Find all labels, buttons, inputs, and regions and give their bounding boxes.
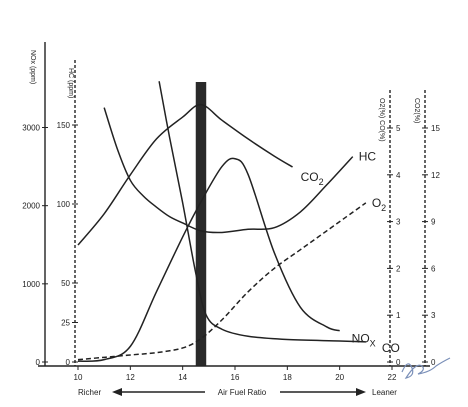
curve-label-o2: O2: [372, 196, 386, 213]
series-line-co2: [77, 103, 293, 246]
axis-title-co2: CO2(%): [413, 98, 420, 123]
curve-label-co: CO: [382, 341, 400, 355]
signature-scribble: [401, 357, 451, 379]
curve-label-co2: CO2: [301, 170, 324, 187]
tick-label-nox: 2000: [22, 202, 40, 211]
tick-label-nox: 1000: [22, 280, 40, 289]
tick-label-o2co: 4: [396, 171, 401, 180]
tick-label-o2co: 2: [396, 264, 401, 273]
axis-title-hc: HC (ppm): [67, 68, 74, 98]
tick-label-nox: 0: [36, 358, 41, 367]
series-line-co: [158, 81, 366, 343]
arrow-left-head: [112, 388, 122, 396]
tick-label-co2: 12: [431, 171, 440, 180]
x-tick-label: 18: [283, 373, 292, 382]
stoichiometric-band-rect: [195, 82, 207, 366]
x-label-leaner: Leaner: [372, 388, 397, 397]
series-line-o2: [77, 202, 367, 361]
x-tick-label: 14: [178, 373, 187, 382]
tick-label-o2co: 3: [396, 218, 401, 227]
x-axis: 10 12 14 16 18 20 22 Richer Air Fuel Ratio Leaner: [38, 365, 430, 397]
series-line-hc: [103, 107, 354, 234]
series-lines: [77, 81, 367, 363]
tick-label-o2co: 5: [396, 124, 401, 133]
curve-labels: CO2 HC O2 NOX CO: [301, 150, 400, 355]
stoichiometric-band: [195, 82, 207, 366]
x-tick-label: 20: [335, 373, 344, 382]
tick-label-co2: 0: [431, 358, 436, 367]
tick-label-hc: 150: [57, 121, 71, 130]
x-tick-label: 22: [388, 373, 397, 382]
x-tick-label: 16: [231, 373, 240, 382]
tick-label-o2co: 1: [396, 311, 401, 320]
axis-title-o2co: O2(%) CO(%): [378, 98, 385, 142]
tick-label-co2: 6: [431, 264, 436, 273]
tick-label-hc: 0: [66, 358, 71, 367]
tick-label-nox: 3000: [22, 124, 40, 133]
tick-label-o2co: 0: [396, 358, 401, 367]
tick-label-hc: 100: [57, 200, 71, 209]
curve-label-hc: HC: [359, 150, 377, 164]
tick-label-co2: 15: [431, 124, 440, 133]
tick-label-co2: 3: [431, 311, 436, 320]
tick-label-hc: 25: [61, 319, 70, 328]
x-tick-label: 12: [126, 373, 135, 382]
x-axis-title: Air Fuel Ratio: [218, 388, 267, 397]
tick-label-co2: 9: [431, 218, 436, 227]
series-line-nox: [77, 157, 340, 363]
x-label-richer: Richer: [78, 388, 101, 397]
axis-title-nox: NOx (ppm): [29, 50, 36, 84]
tick-label-hc: 50: [61, 279, 70, 288]
x-tick-label: 10: [74, 373, 83, 382]
curve-label-nox: NOX: [352, 332, 376, 349]
arrow-right-head: [356, 388, 366, 396]
